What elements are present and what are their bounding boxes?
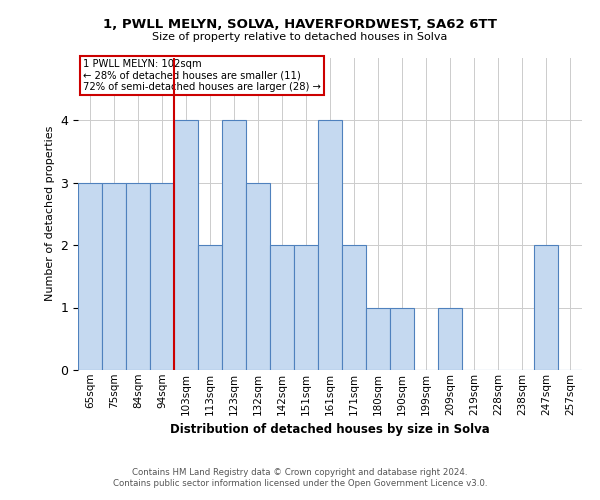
Bar [78,182,102,370]
Bar [102,182,126,370]
Bar [270,245,294,370]
Bar [318,120,342,370]
Text: 1 PWLL MELYN: 102sqm
← 28% of detached houses are smaller (11)
72% of semi-detac: 1 PWLL MELYN: 102sqm ← 28% of detached h… [83,59,321,92]
Bar [126,182,150,370]
Bar [222,120,246,370]
Text: Size of property relative to detached houses in Solva: Size of property relative to detached ho… [152,32,448,42]
Y-axis label: Number of detached properties: Number of detached properties [45,126,55,302]
Bar [390,308,414,370]
Bar [174,120,198,370]
Bar [294,245,318,370]
Text: Contains HM Land Registry data © Crown copyright and database right 2024.
Contai: Contains HM Land Registry data © Crown c… [113,468,487,487]
Text: 1, PWLL MELYN, SOLVA, HAVERFORDWEST, SA62 6TT: 1, PWLL MELYN, SOLVA, HAVERFORDWEST, SA6… [103,18,497,30]
Bar [246,182,270,370]
Bar [342,245,366,370]
Bar [438,308,462,370]
X-axis label: Distribution of detached houses by size in Solva: Distribution of detached houses by size … [170,423,490,436]
Bar [150,182,174,370]
Bar [366,308,390,370]
Bar [198,245,222,370]
Bar [534,245,558,370]
